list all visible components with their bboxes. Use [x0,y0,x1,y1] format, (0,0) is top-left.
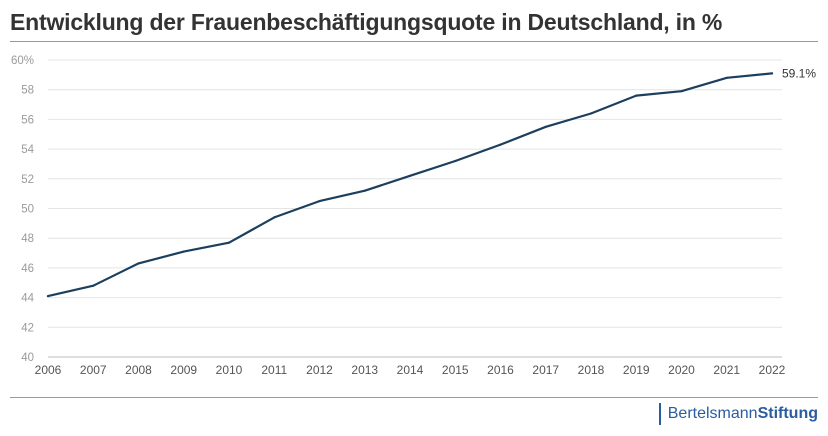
x-tick-label: 2010 [216,363,243,377]
x-tick-label: 2011 [261,363,287,377]
x-tick-label: 2006 [35,363,62,377]
data-point [770,72,774,75]
y-tick-label: 52 [21,174,34,186]
x-tick-label: 2008 [125,363,152,377]
y-tick-label: 54 [21,144,34,156]
data-point [92,284,95,287]
data-point [46,295,50,298]
y-axis: 40 42 44 46 48 50 52 54 56 58 60% [11,55,35,364]
title-divider [10,41,818,42]
x-tick-label: 2017 [532,363,559,377]
x-tick-label: 2019 [623,363,650,377]
series-line [46,72,774,298]
data-point [589,112,593,115]
x-tick-label: 2009 [170,363,197,377]
brand-logo: Bertelsmann Stiftung [658,403,818,425]
data-point [454,159,457,163]
data-point [363,189,366,192]
data-point [680,90,683,93]
y-tick-label: 50 [21,204,34,216]
end-value-label: 59.1% [782,66,816,80]
x-tick-label: 2016 [487,363,514,377]
data-point [499,143,502,146]
data-point [182,250,185,253]
footer-divider [10,397,818,398]
gridlines [48,59,782,358]
x-tick-label: 2012 [306,363,333,377]
y-tick-label: 60% [11,55,34,67]
data-point [137,262,140,265]
x-axis: 2006 2007 2008 2009 2010 2011 2012 2013 2014 2015… [35,363,786,377]
y-tick-label: 42 [21,322,34,334]
y-tick-label: 44 [21,293,34,305]
y-tick-label: 56 [21,114,34,126]
brand-name-part2: Stiftung [757,405,818,422]
data-point [544,125,547,128]
x-tick-label: 2018 [578,363,605,377]
y-tick-label: 48 [21,233,34,245]
data-point [635,94,638,97]
brand-bar-mark [658,403,661,425]
series-layer: 59.1% [46,66,816,298]
x-tick-label: 2007 [80,363,107,377]
x-tick-label: 2013 [351,363,378,377]
y-tick-label: 40 [21,352,34,364]
y-tick-label: 46 [21,263,34,275]
data-point [318,199,321,203]
x-tick-label: 2021 [713,363,740,377]
data-point [725,76,728,79]
brand-name-part1: Bertelsmann [667,405,758,422]
chart-title: Entwicklung der Frauenbeschäftigungsquot… [10,9,723,35]
x-tick-label: 2022 [759,363,786,377]
x-tick-label: 2020 [668,363,695,377]
data-point [227,241,231,244]
y-tick-label: 58 [21,85,34,97]
data-point [273,216,276,219]
x-tick-label: 2015 [442,363,469,377]
x-tick-label: 2014 [397,363,424,377]
data-point [408,174,412,177]
